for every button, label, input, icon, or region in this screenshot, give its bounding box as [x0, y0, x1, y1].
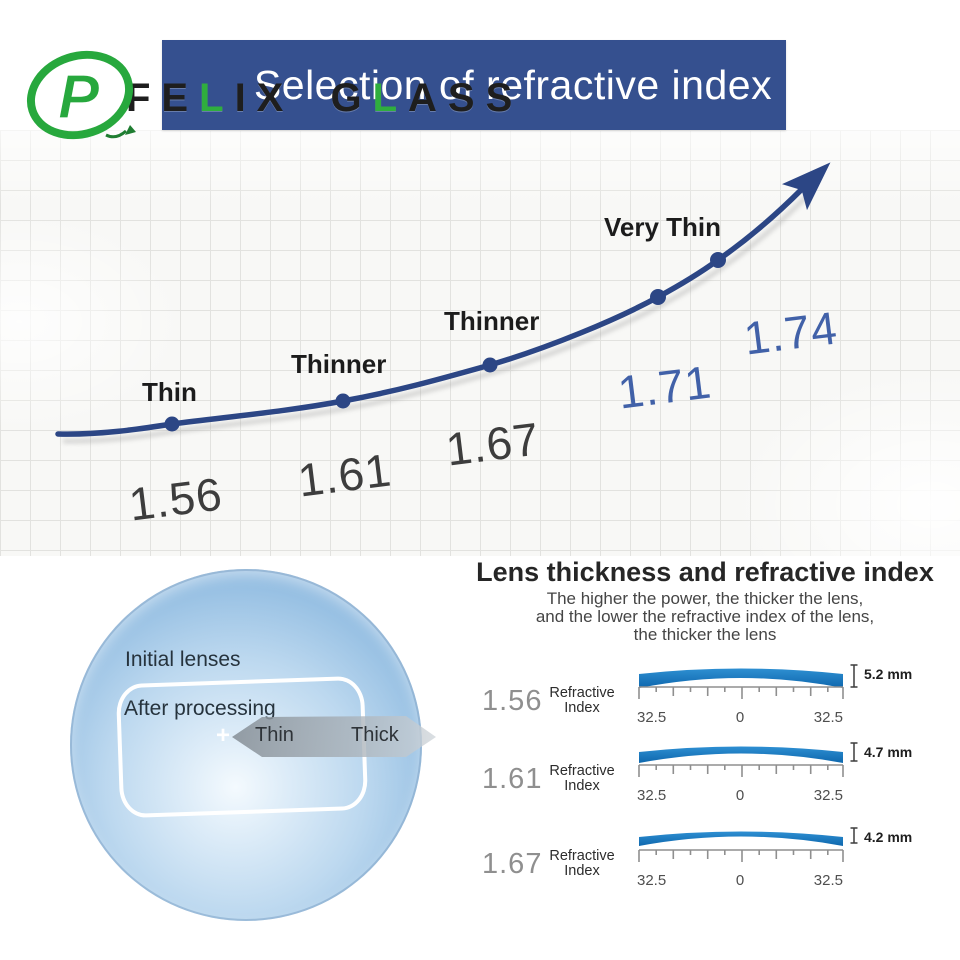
edge-thickness-value: 5.2 mm: [864, 666, 913, 682]
row-index-value: 1.61: [482, 763, 543, 795]
ruler-mid-value: 0: [735, 709, 745, 726]
curve-label-very-thin: Very Thin: [604, 212, 722, 242]
title-banner: Selection of refractive index: [162, 40, 786, 130]
section-subtitle-line3: the thicker the lens: [633, 625, 777, 644]
lens-cross-section: [639, 746, 843, 763]
refractive-label-line1: Refractive: [549, 685, 615, 701]
point-1-71: [650, 289, 666, 305]
ruler-scale: [638, 764, 844, 777]
refractive-label-line1: Refractive: [549, 848, 615, 864]
curve-label-thinner-1: Thinner: [291, 349, 387, 379]
refractive-index-label: Refractive Index: [534, 764, 630, 794]
curve-label-thin: Thin: [142, 377, 197, 407]
curve-value-1-61: 1.61: [295, 443, 395, 507]
ruler-mid-value: 0: [735, 787, 745, 804]
brand-word-glass: GLASS: [330, 76, 524, 120]
lens-row-1-56: 1.56 Refractive Index 32.5 0 32.5 5.2 mm: [470, 655, 940, 731]
ruler-left-value: 32.5: [637, 709, 667, 726]
edge-thickness-value: 4.7 mm: [864, 744, 913, 760]
curve-value-1-67: 1.67: [443, 412, 543, 476]
refractive-index-label: Refractive Index: [534, 686, 630, 716]
thin-zone-label: Thin: [255, 724, 294, 746]
curve-value-1-71: 1.71: [615, 355, 715, 419]
ruler-right-value: 32.5: [813, 709, 843, 726]
refractive-label-line2: Index: [564, 778, 600, 794]
brand-word-felix: FELIX: [126, 76, 295, 120]
thin-thick-arrow-icon: [232, 716, 436, 757]
thick-zone-label: Thick: [351, 724, 399, 746]
ruler-right-value: 32.5: [813, 872, 843, 889]
ruler-left-value: 32.5: [637, 872, 667, 889]
after-processing-label: After processing: [124, 697, 276, 720]
row-index-value: 1.56: [482, 685, 543, 717]
thickness-marker-icon: [850, 827, 858, 844]
curve-label-thinner-2: Thinner: [444, 306, 540, 336]
row-index-value: 1.67: [482, 848, 543, 880]
refractive-label-line2: Index: [564, 863, 600, 879]
ruler-scale: [638, 686, 844, 699]
lens-cross-section: [639, 668, 843, 688]
section-subtitle-line2: and the lower the refractive index of th…: [535, 607, 875, 626]
point-1-61: [335, 393, 351, 409]
lens-row-1-67: 1.67 Refractive Index 32.5 0 32.5 4.2 mm: [470, 818, 940, 894]
ruler-scale: [638, 849, 844, 862]
edge-thickness-value: 4.2 mm: [864, 829, 913, 845]
thickness-marker-icon: [850, 742, 858, 762]
point-1-56: [164, 416, 180, 432]
ruler-left-value: 32.5: [637, 787, 667, 804]
lens-center-plus-icon: +: [216, 722, 231, 749]
curve-value-1-74: 1.74: [741, 301, 841, 365]
ruler-right-value: 32.5: [813, 787, 843, 804]
point-1-67: [482, 357, 498, 373]
svg-text:P: P: [58, 63, 100, 132]
lens-cross-section: [639, 831, 843, 846]
ruler-labels: 32.5 0 32.5: [637, 787, 843, 804]
refractive-label-line1: Refractive: [549, 763, 615, 779]
refractive-label-line2: Index: [564, 700, 600, 716]
felix-logo-icon: P: [26, 50, 136, 140]
curve-value-1-56: 1.56: [126, 467, 226, 531]
ruler-labels: 32.5 0 32.5: [637, 709, 843, 726]
ruler-labels: 32.5 0 32.5: [637, 872, 843, 889]
initial-lenses-label: Initial lenses: [125, 648, 241, 671]
lens-row-1-61: 1.61 Refractive Index 32.5 0 32.5 4.7 mm: [470, 733, 940, 809]
brand-wordmark: FELIX GLASS: [126, 76, 523, 121]
page-title: Selection of refractive index: [253, 62, 773, 108]
refractive-index-label: Refractive Index: [534, 849, 630, 879]
section-subtitle-line1: The higher the power, the thicker the le…: [546, 589, 864, 608]
point-1-74: [710, 252, 726, 268]
ruler-mid-value: 0: [735, 872, 745, 889]
thickness-marker-icon: [850, 664, 858, 688]
section-title: Lens thickness and refractive index: [476, 557, 934, 587]
